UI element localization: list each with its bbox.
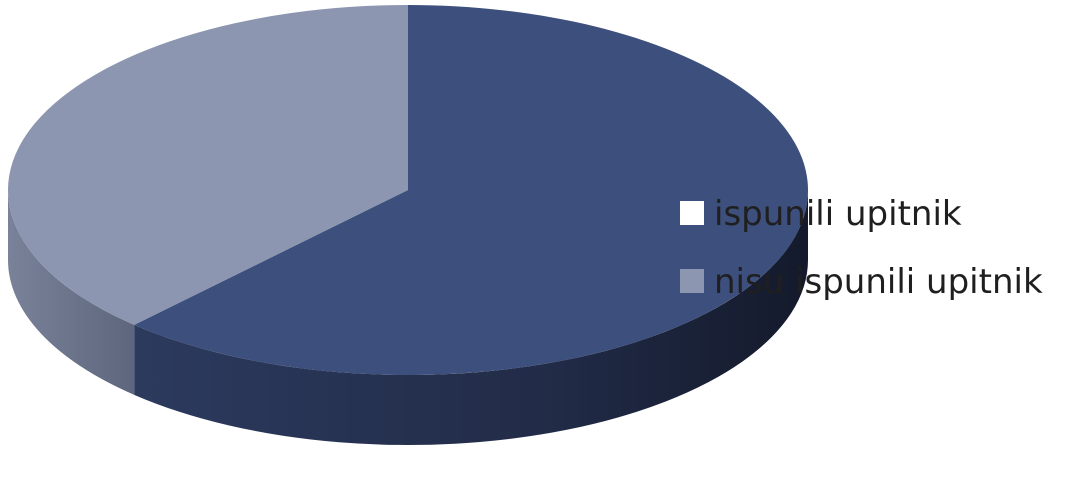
legend-label-ispunili-upitnik: ispunili upitnik [714, 194, 962, 234]
legend: ispunili upitnik nisu ispunili upitnik [680, 194, 1043, 302]
legend-label-nisu-ispunili-upitnik: nisu ispunili upitnik [714, 262, 1043, 302]
slice-side-nisu-ispunili-upitnik [7, 190, 135, 395]
slice-nisu-ispunili-upitnik [7, 5, 408, 325]
pie-tops [7, 5, 809, 375]
pie-sides [7, 190, 808, 446]
legend-item-nisu-ispunili-upitnik: nisu ispunili upitnik [680, 262, 1043, 302]
legend-swatch-nisu-ispunili-upitnik [680, 269, 704, 293]
slice-ispunili-upitnik [134, 5, 809, 375]
legend-item-ispunili-upitnik: ispunili upitnik [680, 194, 962, 234]
slice-side-ispunili-upitnik [134, 190, 808, 446]
legend-swatch-ispunili-upitnik [680, 201, 704, 225]
